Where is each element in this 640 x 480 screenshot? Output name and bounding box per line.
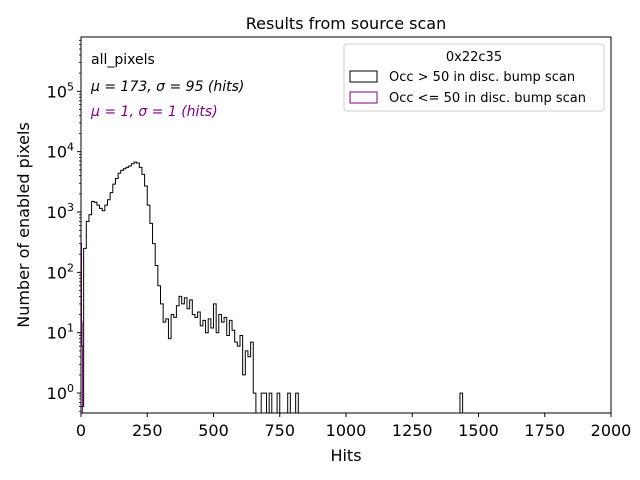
y-tick-label: 101: [47, 322, 74, 343]
stats-black: μ = 173, σ = 95 (hits): [90, 79, 244, 95]
y-axis-label: Number of enabled pixels: [14, 122, 33, 328]
legend-swatch-black: [349, 70, 378, 83]
stats-purple: μ = 1, σ = 1 (hits): [90, 104, 218, 120]
y-tick-label: 100: [47, 382, 74, 403]
x-tick-label: 750: [264, 421, 295, 440]
y-tick-label: 104: [47, 141, 74, 162]
x-tick-label: 0: [76, 421, 86, 440]
series-layer: [81, 161, 464, 413]
y-tick-label: 103: [47, 201, 74, 222]
legend-box: [343, 43, 605, 112]
legend-label-black: Occ > 50 in disc. bump scan: [389, 70, 575, 85]
dataset-name: all_pixels: [91, 52, 155, 68]
legend-swatch-purple: [349, 91, 378, 104]
legend: 0x22c35 Occ > 50 in disc. bump scan Occ …: [343, 43, 605, 112]
x-tick-label: 1250: [392, 421, 433, 440]
x-tick-label: 2000: [591, 421, 632, 440]
x-tick-label: 1000: [326, 421, 367, 440]
x-axis-label: Hits: [330, 446, 361, 465]
legend-title: 0x22c35: [446, 50, 502, 65]
x-tick-label: 1500: [458, 421, 499, 440]
y-axis: 100 101 102 103 104 105: [47, 39, 81, 412]
y-tick-label: 102: [47, 261, 74, 282]
x-tick-label: 500: [198, 421, 229, 440]
histogram-series-black: [81, 161, 464, 413]
y-tick-label: 105: [47, 80, 74, 101]
x-tick-label: 1750: [524, 421, 565, 440]
x-tick-label: 250: [132, 421, 163, 440]
legend-label-purple: Occ <= 50 in disc. bump scan: [389, 91, 586, 106]
chart-title: Results from source scan: [246, 14, 446, 33]
x-axis: 0 250 500 750 1000 1250 1500 1750 2000: [76, 413, 631, 440]
